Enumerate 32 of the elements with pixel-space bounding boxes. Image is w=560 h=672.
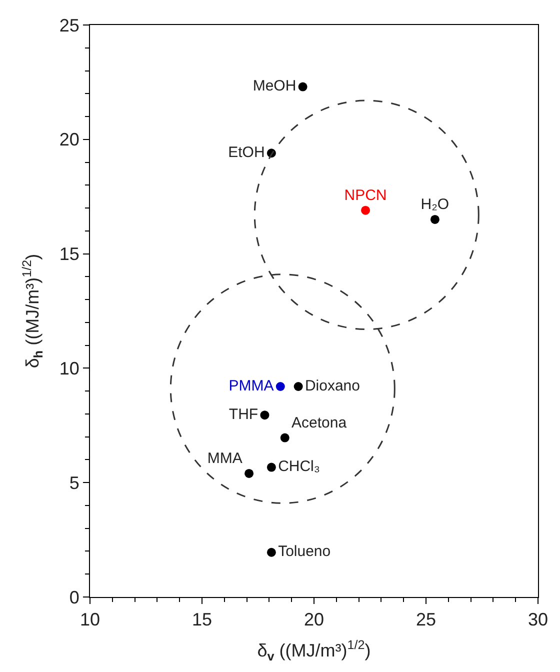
series-label: EtOH xyxy=(228,144,265,161)
series-label: CHCl₃ xyxy=(278,458,320,476)
series-label: THF xyxy=(228,406,258,423)
x-tick-label: 25 xyxy=(416,610,436,630)
series-label: MeOH xyxy=(252,78,296,95)
series-label: Tolueno xyxy=(278,543,331,560)
x-tick-label: 30 xyxy=(528,610,548,630)
x-tick-label: 15 xyxy=(192,610,212,630)
series-label: PMMA xyxy=(228,377,274,394)
x-axis-title: δ$_{v}$ ((MJ/m³)$^{1/2}$) xyxy=(257,638,371,664)
series-label: MMA xyxy=(207,450,242,468)
series-label: Dioxano xyxy=(304,377,360,394)
y-tick-label: 20 xyxy=(59,130,80,150)
point xyxy=(266,548,276,557)
point xyxy=(266,462,276,472)
y-tick-label: 25 xyxy=(59,15,80,36)
series-label: H₂O xyxy=(420,196,450,214)
y-tick-label: 10 xyxy=(59,358,80,378)
x-tick-label: 20 xyxy=(304,610,324,630)
y-tick-label: 5 xyxy=(69,472,80,493)
point xyxy=(276,382,285,391)
point xyxy=(361,206,370,215)
series-label: NPCN xyxy=(344,186,387,204)
point xyxy=(244,468,254,478)
point xyxy=(280,433,290,442)
y-tick-label: 15 xyxy=(59,244,80,264)
point xyxy=(260,410,270,420)
point xyxy=(430,214,440,224)
point xyxy=(298,82,308,92)
y-tick-label: 0 xyxy=(69,587,80,608)
series-label: Acetona xyxy=(292,414,348,432)
point xyxy=(294,382,303,391)
